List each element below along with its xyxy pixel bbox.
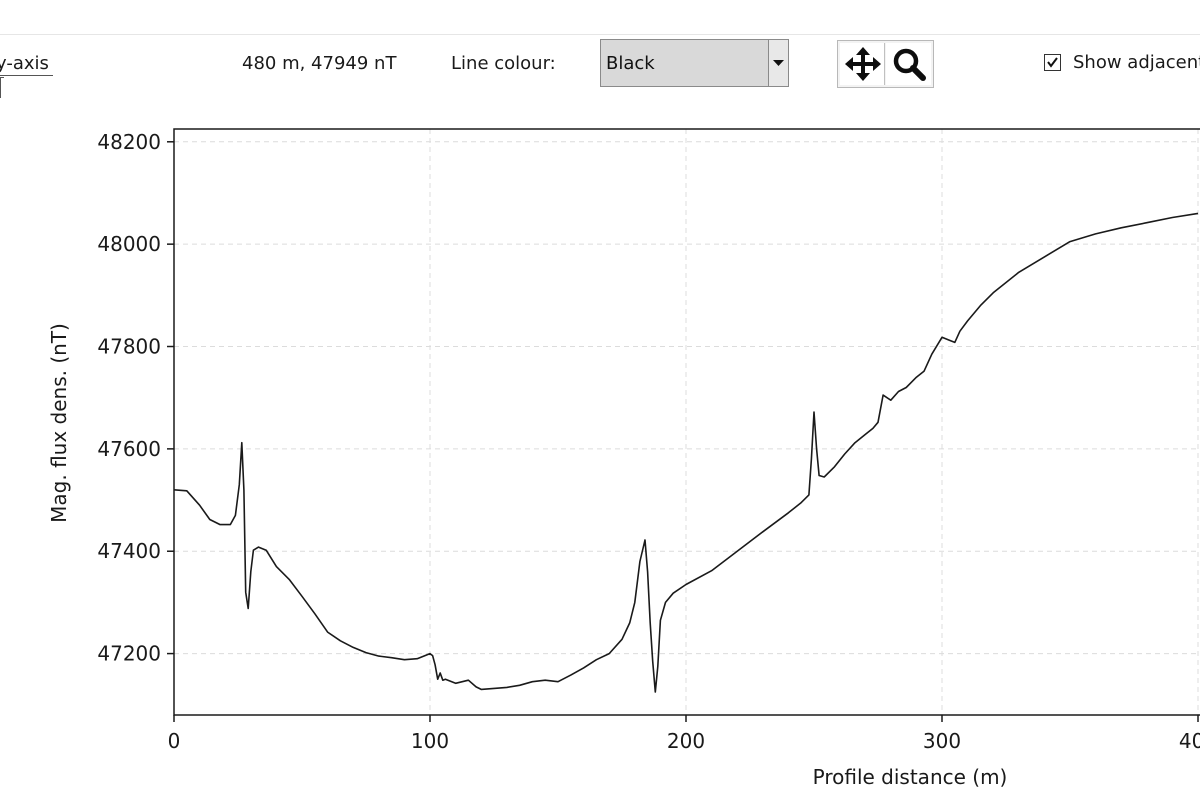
- cursor-coordinate-readout: 480 m, 47949 nT: [242, 53, 397, 74]
- move-arrows-icon: [845, 47, 881, 81]
- line-colour-value: Black: [606, 53, 655, 74]
- profile-chart[interactable]: 0 100 200 300 400 47200 47400 47600 47800 48000 48…: [0, 112, 1200, 800]
- data-line-layer: [173, 212, 1199, 693]
- chevron-down-icon: [773, 60, 784, 66]
- x-tick-label: 300: [923, 729, 961, 753]
- zoom-button[interactable]: [886, 43, 931, 85]
- profile-line: [173, 212, 1199, 693]
- axis-ticks: 0 100 200 300 400 47200 47400 47600 47800 48000 48…: [97, 130, 1200, 753]
- y-axis-title: Mag. flux dens. (nT): [47, 323, 71, 523]
- x-tick-label: 400: [1179, 729, 1200, 753]
- y-axis-option-label[interactable]: y-axis: [0, 53, 49, 74]
- y-tick-label: 48200: [97, 130, 161, 154]
- y-tick-label: 47400: [97, 539, 161, 563]
- y-tick-label: 47200: [97, 642, 161, 666]
- x-tick-label: 0: [168, 729, 181, 753]
- y-axis-underline: [0, 75, 53, 76]
- magnifier-icon: [893, 48, 926, 81]
- profile-chart-svg: 0 100 200 300 400 47200 47400 47600 47800 48000 48…: [47, 128, 1200, 789]
- line-colour-select[interactable]: Black: [600, 39, 789, 87]
- y-tick-label: 48000: [97, 232, 161, 256]
- grid-lines: [173, 129, 1199, 715]
- plot-tool-group: [837, 40, 934, 88]
- checkmark-icon: [1047, 57, 1058, 68]
- show-adjacent-label: Show adjacent: [1073, 52, 1200, 73]
- line-colour-label: Line colour:: [451, 53, 556, 74]
- x-tick-label: 200: [667, 729, 705, 753]
- line-colour-dropdown-button[interactable]: [768, 40, 788, 86]
- show-adjacent-checkbox[interactable]: [1044, 54, 1061, 71]
- y-axis-frame-corner: [0, 77, 4, 98]
- y-tick-label: 47600: [97, 437, 161, 461]
- plot-frame: [173, 128, 1200, 716]
- y-tick-label: 47800: [97, 335, 161, 359]
- x-axis-title: Profile distance (m): [813, 765, 1008, 789]
- plot-toolbar: y-axis 480 m, 47949 nT Line colour: Blac…: [0, 34, 1200, 113]
- top-strip: [0, 0, 1200, 34]
- pan-button[interactable]: [840, 43, 885, 85]
- x-tick-label: 100: [411, 729, 449, 753]
